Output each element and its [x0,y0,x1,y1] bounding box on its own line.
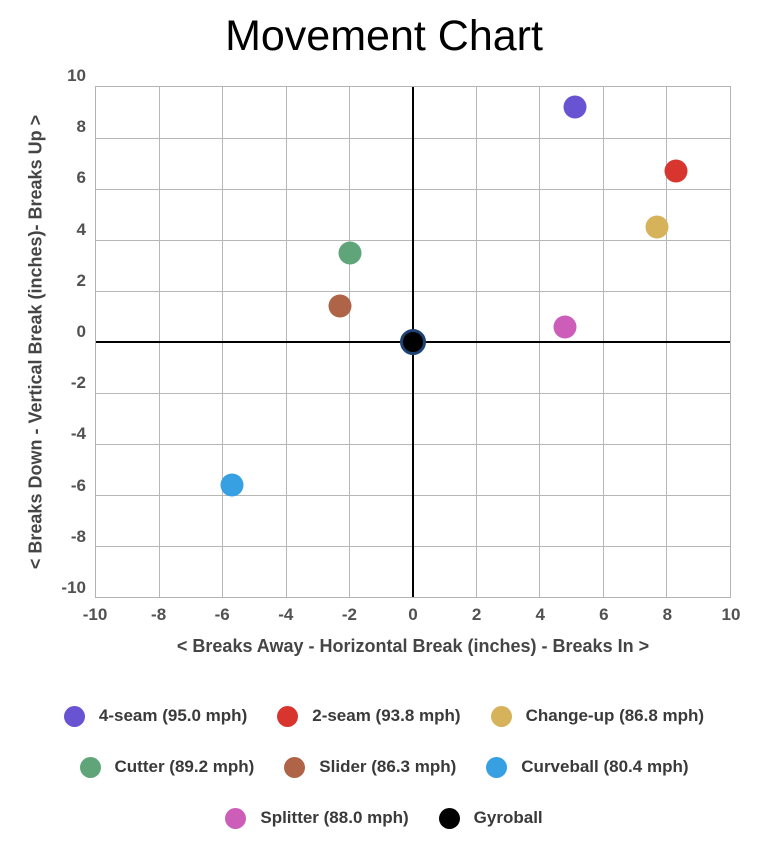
legend-label: 4-seam (95.0 mph) [98,706,248,725]
data-point-cutter[interactable] [338,241,362,265]
legend-label: Splitter (88.0 mph) [260,808,409,827]
legend-item-4-seam: 4-seam (95.0 mph) [63,705,248,727]
y-tick-label: 4 [76,219,86,239]
data-point-curveball[interactable] [220,473,244,497]
legend-item-splitter: Splitter (88.0 mph) [225,807,409,829]
legend-marker-cutter [79,756,101,778]
y-tick-label: -8 [70,526,86,546]
data-point-slider[interactable] [328,294,352,318]
legend-label: Slider (86.3 mph) [319,757,457,776]
legend-label: Gyroball [473,808,543,827]
x-axis-ticks: -10 -8 -6 -4 -2 0 2 4 6 8 10 [83,605,741,627]
x-tick-label: -6 [214,605,230,624]
y-tick-label: 10 [67,66,86,85]
legend-row: 4-seam (95.0 mph) 2-seam (93.8 mph) Change… [0,701,768,731]
legend-marker-slider [284,756,306,778]
y-tick-label: -2 [70,373,86,393]
data-point-4-seam[interactable] [563,95,587,119]
legend-marker-2-seam [277,705,299,727]
data-point-splitter[interactable] [553,315,577,339]
legend-item-curveball: Curveball (80.4 mph) [486,756,689,778]
chart-legend: 4-seam (95.0 mph) 2-seam (93.8 mph) Change… [0,701,768,850]
x-tick-label: 10 [721,605,741,624]
legend-item-gyroball: Gyroball [438,807,543,829]
legend-row: Cutter (89.2 mph) Slider (86.3 mph) Curveb… [0,752,768,782]
chart-title: Movement Chart [225,12,543,60]
y-tick-label: 2 [76,270,86,290]
legend-item-2-seam: 2-seam (93.8 mph) [277,705,461,727]
data-point-2-seam[interactable] [664,159,688,183]
legend-label: 2-seam (93.8 mph) [312,706,461,725]
y-tick-label: -10 [61,578,86,597]
data-point-gyroball[interactable] [400,329,426,355]
legend-item-slider: Slider (86.3 mph) [284,756,457,778]
y-tick-label: -4 [70,424,86,444]
plot-area [95,86,731,598]
x-tick-label: 4 [535,605,545,624]
y-tick-label: 8 [76,117,86,137]
x-tick-label: 8 [662,605,673,624]
x-tick-label: 0 [408,605,418,624]
x-tick-label: -8 [151,605,167,624]
x-tick-label: 6 [599,605,609,624]
x-tick-label: 2 [471,605,482,624]
data-point-change-up[interactable] [645,215,669,239]
legend-marker-splitter [225,807,247,829]
legend-label: Change-up (86.8 mph) [525,706,705,725]
legend-label: Cutter (89.2 mph) [114,757,255,776]
x-axis-title: < Breaks Away - Horizontal Break (inches… [176,636,650,656]
legend-row: Splitter (88.0 mph) Gyroball [0,803,768,833]
x-tick-label: -10 [82,605,108,624]
y-axis-ticks: 10 8 6 4 2 0 -2 -4 -6 -8 -10 [20,66,86,598]
legend-item-change-up: Change-up (86.8 mph) [490,705,705,727]
legend-item-cutter: Cutter (89.2 mph) [79,756,255,778]
legend-marker-curveball [486,756,508,778]
y-tick-label: -6 [70,475,86,495]
y-tick-label: 0 [76,322,86,341]
legend-label: Curveball (80.4 mph) [521,757,689,776]
legend-marker-change-up [490,705,512,727]
legend-marker-4-seam [63,705,85,727]
legend-marker-gyroball [438,807,460,829]
x-tick-label: -4 [278,605,294,624]
y-tick-label: 6 [76,168,86,188]
x-tick-label: -2 [341,605,357,624]
